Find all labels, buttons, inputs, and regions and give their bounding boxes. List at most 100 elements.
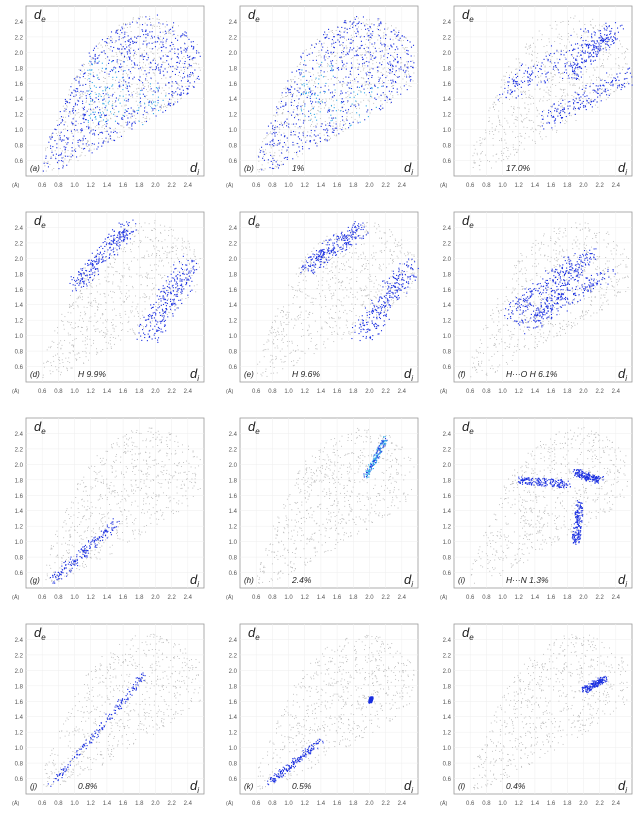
highlight-point <box>387 52 389 55</box>
data-point <box>125 122 127 124</box>
highlight-point <box>321 61 323 63</box>
highlight-point <box>153 90 155 92</box>
highlight-point <box>184 43 186 45</box>
data-point <box>155 256 157 258</box>
data-point <box>93 277 95 279</box>
data-point <box>328 135 330 137</box>
highlight-point <box>74 149 76 151</box>
highlight-point <box>402 69 404 71</box>
data-point <box>146 95 148 97</box>
highlight-point <box>89 55 91 57</box>
data-point <box>156 25 158 27</box>
highlight-point <box>360 91 362 93</box>
highlight-point <box>552 68 554 70</box>
highlight-point <box>106 109 108 111</box>
highlight-point <box>308 53 310 55</box>
data-point <box>81 293 83 295</box>
data-point <box>100 86 102 87</box>
data-point <box>590 82 592 84</box>
data-point <box>511 114 513 116</box>
highlight-point <box>335 123 337 125</box>
highlight-point <box>186 35 188 37</box>
data-point <box>166 257 168 259</box>
highlight-point <box>54 140 56 142</box>
highlight-point <box>584 60 586 62</box>
data-point <box>328 85 330 87</box>
highlight-point <box>565 69 567 71</box>
highlight-point <box>168 82 170 84</box>
highlight-point <box>577 52 579 54</box>
highlight-point <box>388 90 390 92</box>
highlight-point <box>365 72 367 74</box>
data-point <box>63 162 65 164</box>
data-point <box>553 74 555 76</box>
highlight-point <box>299 68 301 71</box>
highlight-point <box>610 30 612 32</box>
data-point <box>507 87 509 89</box>
data-point <box>82 318 84 320</box>
data-point <box>94 297 96 299</box>
data-point <box>336 129 338 131</box>
data-point <box>354 17 356 19</box>
data-point <box>313 85 315 86</box>
highlight-point <box>376 93 378 95</box>
data-point <box>589 84 591 86</box>
data-point <box>266 135 268 137</box>
highlight-point <box>395 70 397 72</box>
data-point <box>296 109 298 111</box>
highlight-point <box>176 82 178 84</box>
data-point <box>144 276 146 278</box>
highlight-point <box>508 77 510 79</box>
highlight-point <box>115 31 117 33</box>
data-point <box>337 77 339 79</box>
data-point <box>377 20 379 22</box>
data-point <box>98 42 100 44</box>
data-point <box>322 99 324 101</box>
data-point <box>260 168 262 170</box>
data-point <box>491 123 493 125</box>
data-point <box>345 19 347 21</box>
data-point <box>93 300 95 302</box>
highlight-point <box>134 122 136 124</box>
highlight-point <box>304 105 306 107</box>
data-point <box>145 80 146 82</box>
data-point <box>473 160 475 162</box>
highlight-point <box>183 34 185 36</box>
highlight-point <box>172 65 174 68</box>
highlight-point <box>600 100 602 102</box>
data-point <box>170 246 172 248</box>
data-point <box>63 324 65 326</box>
highlight-point <box>189 82 191 84</box>
data-point <box>76 359 78 360</box>
highlight-point <box>545 76 547 78</box>
data-point <box>115 52 117 53</box>
data-point <box>361 53 363 55</box>
highlight-point <box>96 148 98 150</box>
data-point <box>531 53 532 55</box>
data-point <box>105 302 107 303</box>
highlight-point <box>132 42 134 45</box>
highlight-point <box>160 41 162 43</box>
highlight-point <box>575 97 577 99</box>
highlight-point <box>148 100 151 102</box>
data-point <box>357 49 359 51</box>
highlight-point <box>363 36 365 38</box>
data-point <box>571 78 573 80</box>
data-point <box>555 85 557 86</box>
data-point <box>510 106 512 108</box>
highlight-point <box>184 31 186 33</box>
highlight-point <box>66 137 68 139</box>
data-point <box>604 42 605 44</box>
data-point <box>50 373 52 375</box>
data-point <box>85 356 87 358</box>
data-point <box>136 306 138 308</box>
data-point <box>154 69 155 71</box>
highlight-point <box>82 75 84 78</box>
data-point <box>78 76 80 78</box>
data-point <box>166 31 168 33</box>
highlight-point <box>72 109 74 111</box>
data-point <box>76 353 78 355</box>
data-point <box>148 223 150 225</box>
highlight-point <box>368 61 370 63</box>
data-point <box>320 101 322 102</box>
